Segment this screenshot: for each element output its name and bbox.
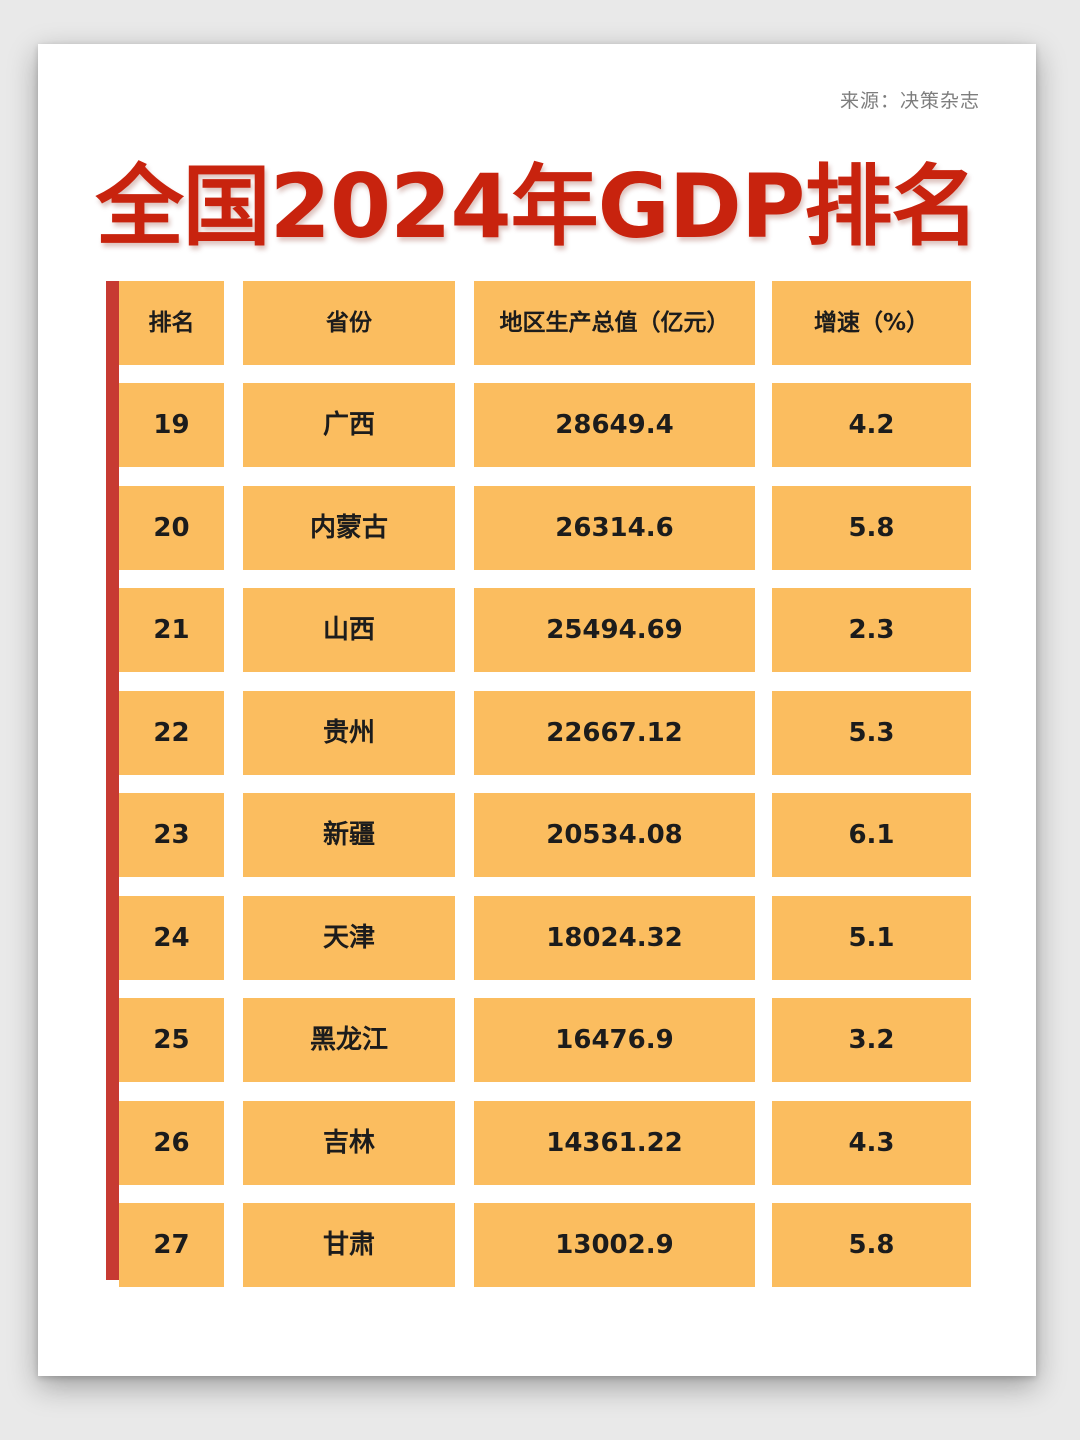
gdp-cell: 13002.9 bbox=[474, 1203, 755, 1287]
province-cell: 甘肃 bbox=[243, 1203, 455, 1287]
province-cell: 天津 bbox=[243, 896, 455, 980]
rank-cell: 22 bbox=[119, 691, 224, 775]
growth-cell: 2.3 bbox=[772, 588, 971, 672]
growth-cell: 3.2 bbox=[772, 998, 971, 1082]
source-label: 来源：决策杂志 bbox=[839, 90, 980, 112]
gdp-cell: 28649.4 bbox=[474, 383, 755, 467]
growth-cell: 4.3 bbox=[772, 1101, 971, 1185]
growth-cell: 5.1 bbox=[772, 896, 971, 980]
rank-cell: 20 bbox=[119, 486, 224, 570]
rank-cell: 23 bbox=[119, 793, 224, 877]
poster-card: 来源：决策杂志 全国2024年GDP排名 排名 省份 地区生产总值（亿元） 增速… bbox=[38, 44, 1036, 1376]
page-title: 全国2024年GDP排名 bbox=[95, 155, 980, 258]
rank-cell: 19 bbox=[119, 383, 224, 467]
province-cell: 贵州 bbox=[243, 691, 455, 775]
province-cell: 黑龙江 bbox=[243, 998, 455, 1082]
growth-cell: 5.8 bbox=[772, 1203, 971, 1287]
province-cell: 山西 bbox=[243, 588, 455, 672]
header-province: 省份 bbox=[243, 281, 455, 365]
gdp-cell: 22667.12 bbox=[474, 691, 755, 775]
accent-bar bbox=[106, 281, 119, 1280]
rank-cell: 26 bbox=[119, 1101, 224, 1185]
header-gdp: 地区生产总值（亿元） bbox=[474, 281, 755, 365]
province-cell: 内蒙古 bbox=[243, 486, 455, 570]
growth-cell: 5.3 bbox=[772, 691, 971, 775]
gdp-cell: 25494.69 bbox=[474, 588, 755, 672]
gdp-cell: 20534.08 bbox=[474, 793, 755, 877]
gdp-cell: 16476.9 bbox=[474, 998, 755, 1082]
province-cell: 新疆 bbox=[243, 793, 455, 877]
growth-cell: 4.2 bbox=[772, 383, 971, 467]
gdp-cell: 26314.6 bbox=[474, 486, 755, 570]
rank-cell: 21 bbox=[119, 588, 224, 672]
province-cell: 吉林 bbox=[243, 1101, 455, 1185]
rank-cell: 24 bbox=[119, 896, 224, 980]
header-rank: 排名 bbox=[119, 281, 224, 365]
rank-cell: 25 bbox=[119, 998, 224, 1082]
rank-cell: 27 bbox=[119, 1203, 224, 1287]
gdp-cell: 18024.32 bbox=[474, 896, 755, 980]
gdp-cell: 14361.22 bbox=[474, 1101, 755, 1185]
growth-cell: 6.1 bbox=[772, 793, 971, 877]
header-growth: 增速（%） bbox=[772, 281, 971, 365]
province-cell: 广西 bbox=[243, 383, 455, 467]
growth-cell: 5.8 bbox=[772, 486, 971, 570]
